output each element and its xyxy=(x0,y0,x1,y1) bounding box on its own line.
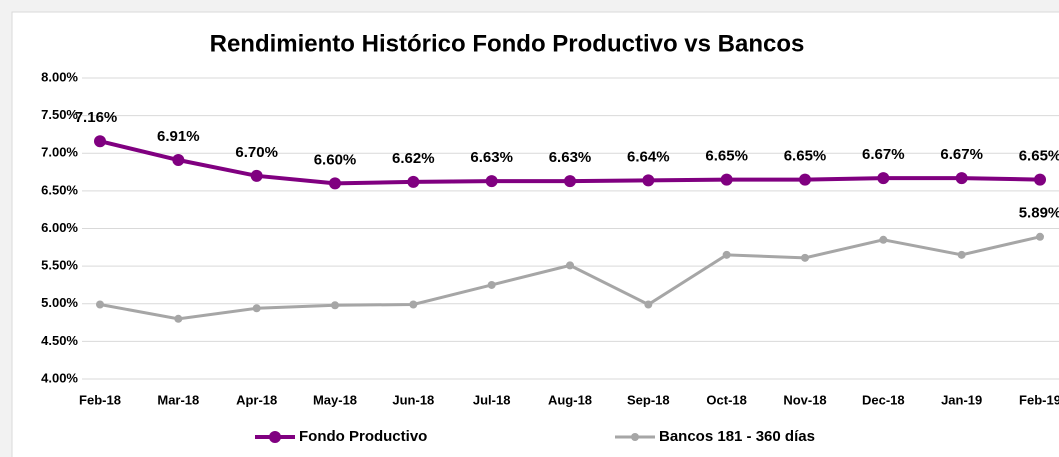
point xyxy=(409,300,418,309)
data-label: 6.63% xyxy=(549,149,592,166)
x-tick-label: Sep-18 xyxy=(627,392,670,407)
y-tick-label: 7.00% xyxy=(41,145,78,160)
data-label: 6.65% xyxy=(1019,148,1059,165)
data-label: 6.60% xyxy=(314,151,357,168)
data-label: 6.64% xyxy=(627,148,670,165)
data-label: 5.89% xyxy=(1019,205,1059,222)
data-label: 6.70% xyxy=(235,144,278,161)
x-tick-label: May-18 xyxy=(313,392,357,407)
x-tick-label: Jun-18 xyxy=(392,392,434,407)
x-tick-label: Oct-18 xyxy=(706,392,746,407)
x-tick-label: Feb-19 xyxy=(1019,392,1059,407)
point xyxy=(94,135,106,148)
point xyxy=(174,314,183,323)
point xyxy=(407,175,420,188)
chart-title: Rendimiento Histórico Fondo Productivo v… xyxy=(210,30,805,57)
point xyxy=(250,169,263,182)
point xyxy=(642,174,655,187)
data-label: 6.63% xyxy=(470,149,513,166)
point xyxy=(877,172,890,185)
point xyxy=(487,280,496,289)
legend-marker xyxy=(631,433,639,441)
x-tick-label: Apr-18 xyxy=(236,392,277,407)
point xyxy=(644,300,653,309)
data-label: 6.65% xyxy=(784,148,827,165)
point xyxy=(801,253,809,262)
y-tick-label: 7.50% xyxy=(41,107,78,122)
y-tick-label: 5.00% xyxy=(41,295,78,310)
point xyxy=(799,173,811,186)
y-tick-label: 8.00% xyxy=(41,69,78,84)
y-tick-label: 6.00% xyxy=(41,220,78,235)
point xyxy=(566,261,574,270)
legend-marker xyxy=(269,431,281,443)
x-tick-label: Mar-18 xyxy=(157,392,199,407)
legend-label: Bancos 181 - 360 días xyxy=(659,428,815,445)
point xyxy=(722,250,731,259)
x-tick-label: Aug-18 xyxy=(548,392,592,407)
point xyxy=(252,304,261,313)
point xyxy=(172,154,185,167)
point xyxy=(1036,232,1044,241)
data-label: 7.16% xyxy=(75,109,118,126)
point xyxy=(720,173,733,186)
chart-area xyxy=(11,11,1059,457)
point xyxy=(564,175,576,188)
y-tick-label: 5.50% xyxy=(41,258,78,273)
legend-label: Fondo Productivo xyxy=(299,428,427,445)
x-tick-label: Feb-18 xyxy=(79,392,121,407)
point xyxy=(879,235,888,244)
point xyxy=(1034,173,1046,186)
point xyxy=(955,172,968,185)
x-tick-label: Jan-19 xyxy=(941,392,982,407)
point xyxy=(957,250,966,259)
data-label: 6.67% xyxy=(862,146,905,163)
point xyxy=(485,175,498,188)
point xyxy=(329,177,341,190)
y-tick-label: 4.50% xyxy=(41,333,78,348)
point xyxy=(331,301,339,310)
data-label: 6.67% xyxy=(940,146,983,163)
data-label: 6.62% xyxy=(392,150,435,167)
y-tick-label: 6.50% xyxy=(41,182,78,197)
x-tick-label: Dec-18 xyxy=(862,392,905,407)
point xyxy=(96,300,104,309)
y-tick-label: 4.00% xyxy=(41,370,78,385)
data-label: 6.91% xyxy=(157,128,200,145)
data-label: 6.65% xyxy=(705,148,748,165)
x-tick-label: Nov-18 xyxy=(783,392,826,407)
x-tick-label: Jul-18 xyxy=(473,392,511,407)
